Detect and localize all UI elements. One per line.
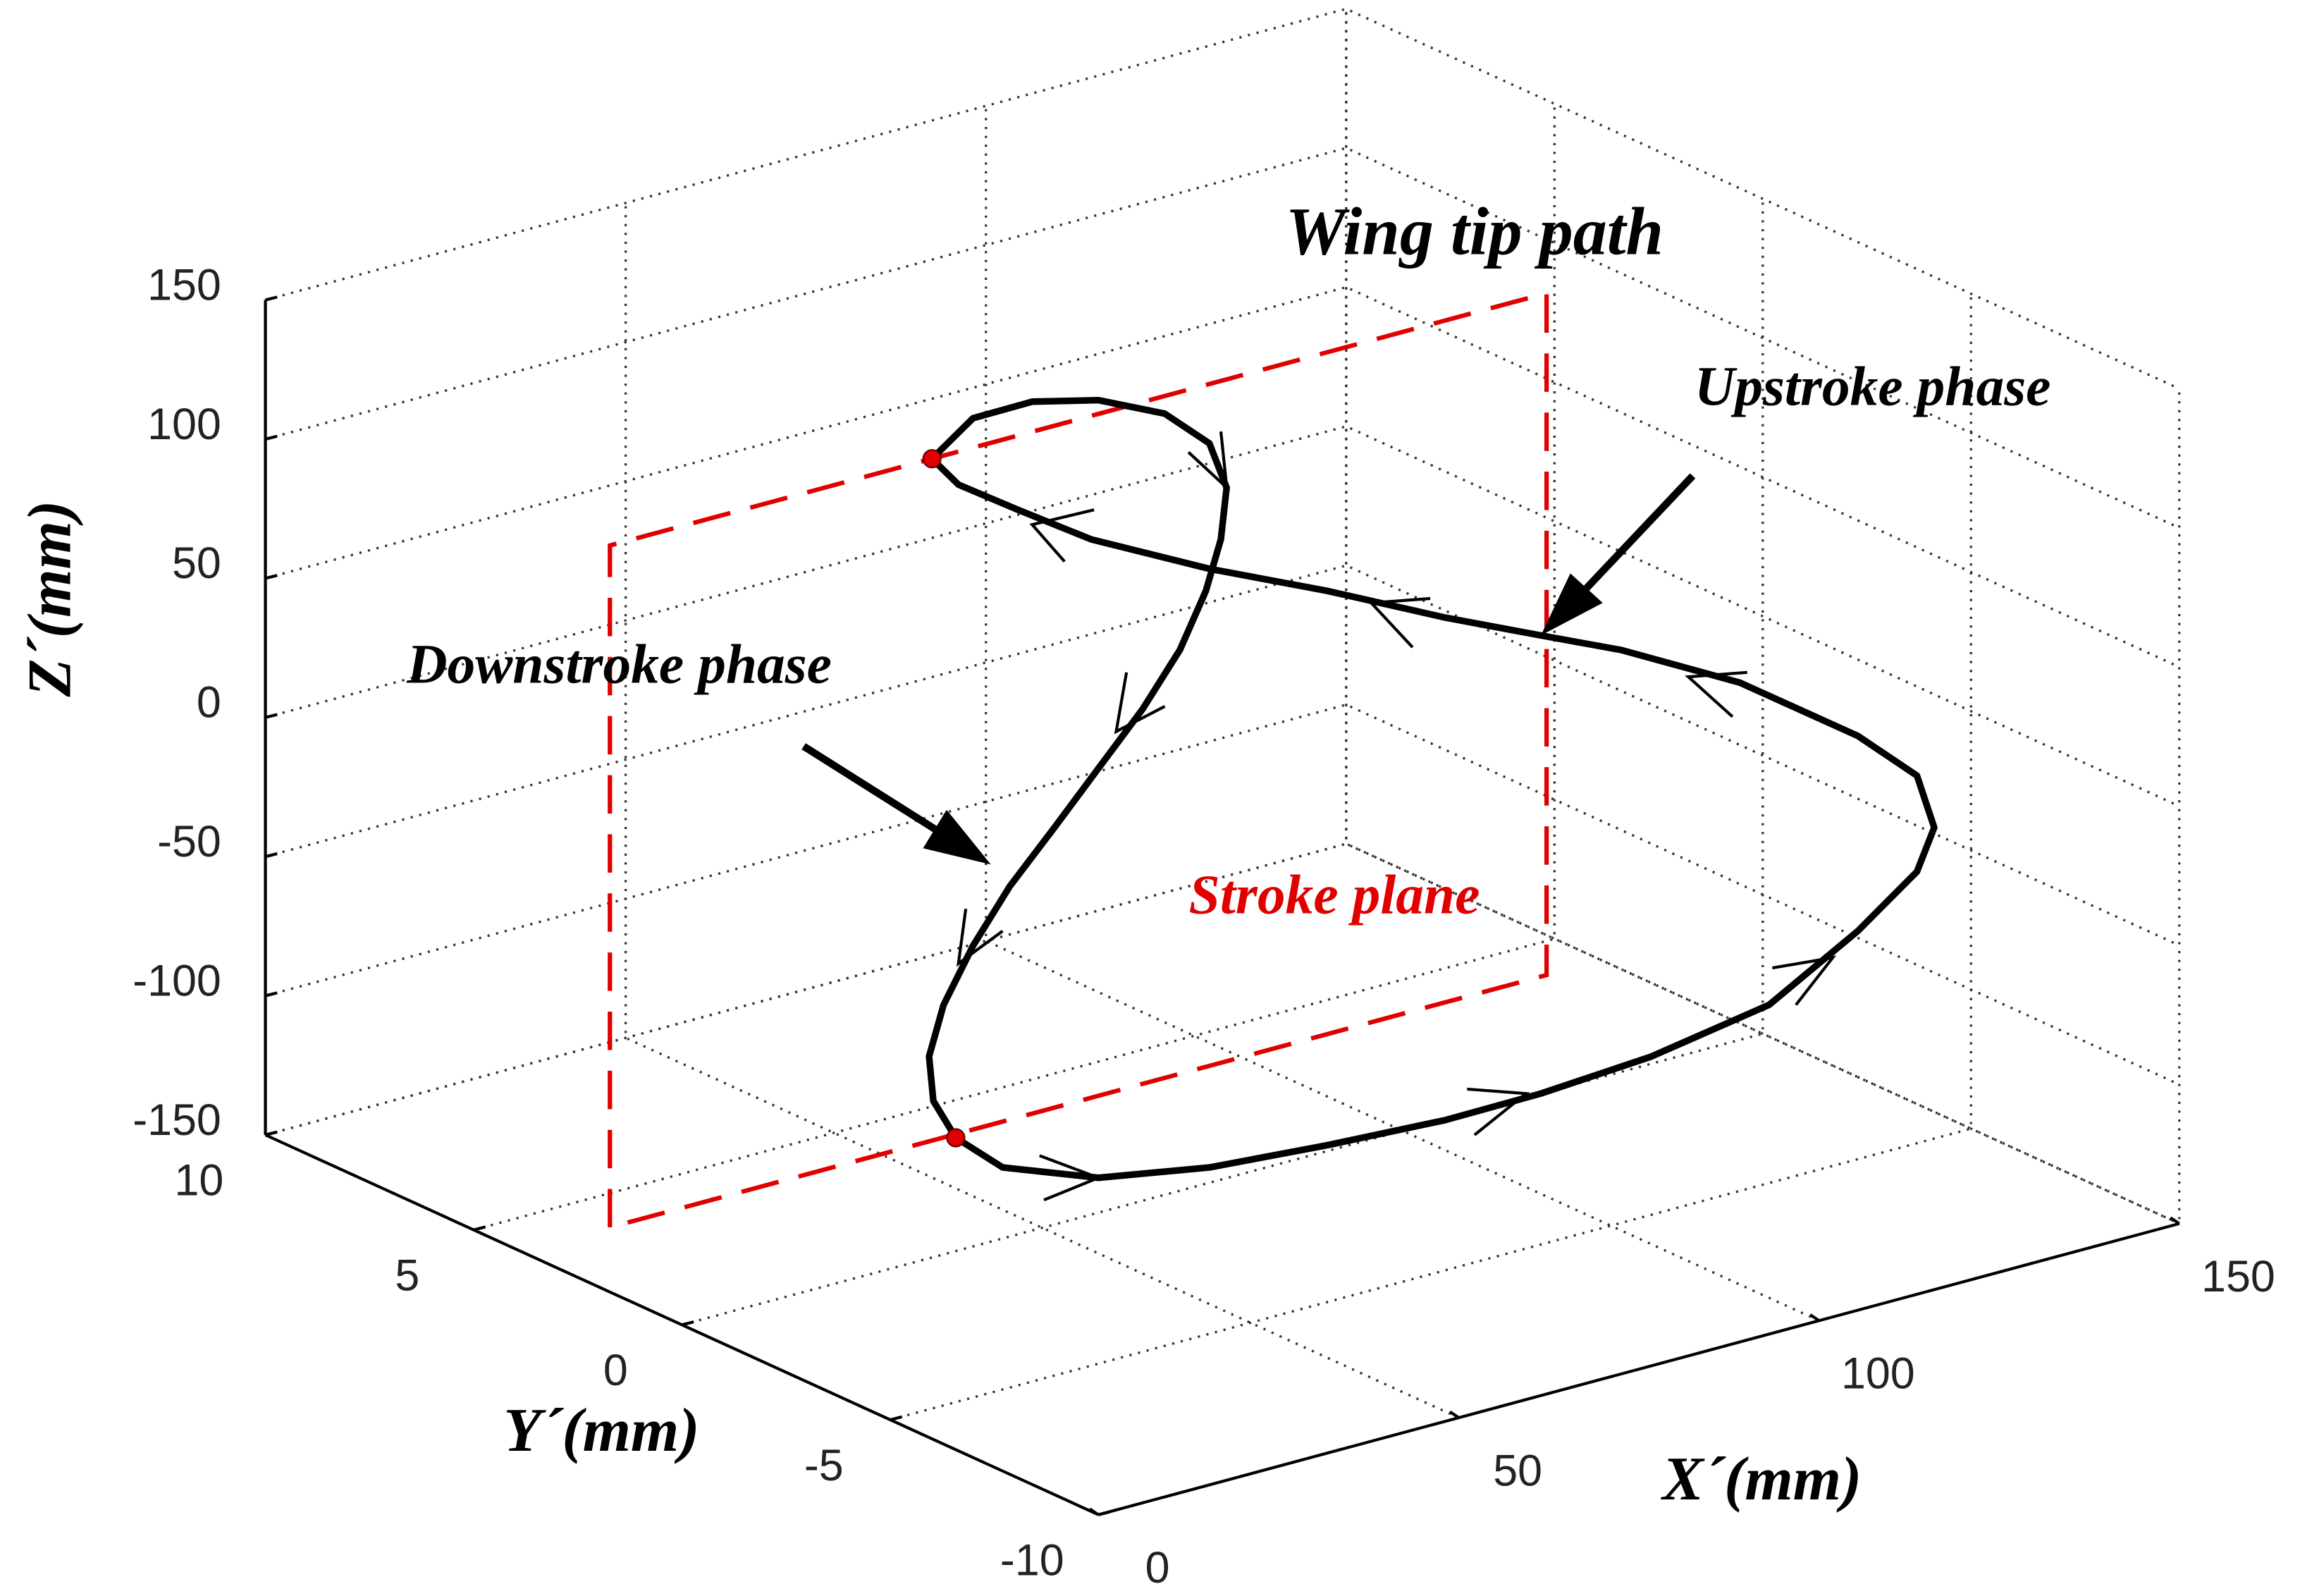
z-axis-label: Z´(mm) [16, 501, 85, 698]
direction-arrow [1467, 1087, 1530, 1136]
x-tick [1088, 1507, 1100, 1516]
z-tick [265, 574, 278, 580]
z-tick-label: 100 [147, 400, 221, 449]
grid-line [473, 104, 1556, 1232]
z-tick [265, 434, 278, 441]
y-tick-label: 10 [174, 1156, 223, 1205]
grid-line [1097, 388, 2181, 1516]
y-tick-label: 0 [603, 1346, 628, 1395]
x-tick [1809, 1313, 1820, 1322]
z-tick-label: 150 [147, 260, 221, 309]
direction-arrow [956, 908, 1004, 967]
z-tick-label: 0 [197, 678, 221, 728]
z-tick-label: -50 [157, 817, 221, 866]
marker [922, 449, 942, 469]
y-tick-label: 5 [395, 1251, 419, 1300]
grid-line [265, 425, 2180, 808]
stroke-plane [608, 290, 1549, 1231]
z-tick-label: 50 [172, 539, 221, 588]
grid-line [682, 198, 1764, 1326]
x-tick [1449, 1410, 1460, 1419]
wing-tip-path [926, 396, 1938, 1181]
grid-line [264, 300, 1100, 1516]
grid-line [265, 7, 2180, 390]
grid-line [265, 564, 2180, 947]
direction-arrow [1029, 508, 1095, 563]
direction-arrow [1039, 1154, 1103, 1202]
x-axis [1097, 1222, 2180, 1516]
annotation: Downstroke phase [406, 633, 832, 695]
grid-line [265, 147, 2180, 529]
z-tick [265, 295, 278, 302]
callout-head [1540, 573, 1603, 636]
direction-arrow [1367, 596, 1431, 649]
chart-title: Wing tip path [1286, 193, 1664, 269]
y-tick [1097, 1510, 1111, 1516]
direction-arrow [1114, 672, 1166, 735]
x-axis-label: X´(mm) [1660, 1445, 1862, 1514]
x-tick-label: 50 [1493, 1446, 1542, 1495]
annotation: Upstroke phase [1695, 355, 2051, 417]
grid-line [985, 106, 1820, 1322]
z-tick [265, 991, 278, 998]
y-tick-label: -5 [804, 1441, 844, 1490]
callout-head [923, 809, 991, 865]
direction-arrows [956, 431, 1837, 1202]
grid-line [890, 293, 1972, 1421]
direction-arrow [1187, 431, 1229, 492]
y-tick [681, 1320, 694, 1327]
x-tick-label: 100 [1841, 1349, 1915, 1399]
grid-line [624, 202, 1460, 1419]
grid-line [265, 8, 1348, 1136]
callout-arrows [801, 473, 1696, 865]
z-tick-label: -100 [133, 956, 221, 1005]
y-axis-label: Y´(mm) [503, 1396, 699, 1465]
direction-arrow [1772, 955, 1837, 1006]
z-tick [265, 713, 278, 719]
grid-line [1345, 8, 2180, 1225]
marker [946, 1128, 966, 1148]
z-tick-label: -150 [133, 1095, 221, 1145]
callout-line [801, 743, 937, 833]
x-tick-label: 0 [1145, 1543, 1170, 1592]
annotation: Stroke plane [1189, 864, 1480, 926]
direction-arrow [1685, 670, 1747, 718]
callout-line [1584, 473, 1696, 591]
y-tick [890, 1415, 903, 1422]
x-tick [2170, 1216, 2180, 1225]
y-tick [473, 1225, 486, 1232]
x-tick-label: 150 [2201, 1252, 2275, 1301]
y-tick-label: -10 [1000, 1535, 1064, 1585]
z-tick [265, 852, 278, 859]
y-tick [265, 1130, 278, 1136]
